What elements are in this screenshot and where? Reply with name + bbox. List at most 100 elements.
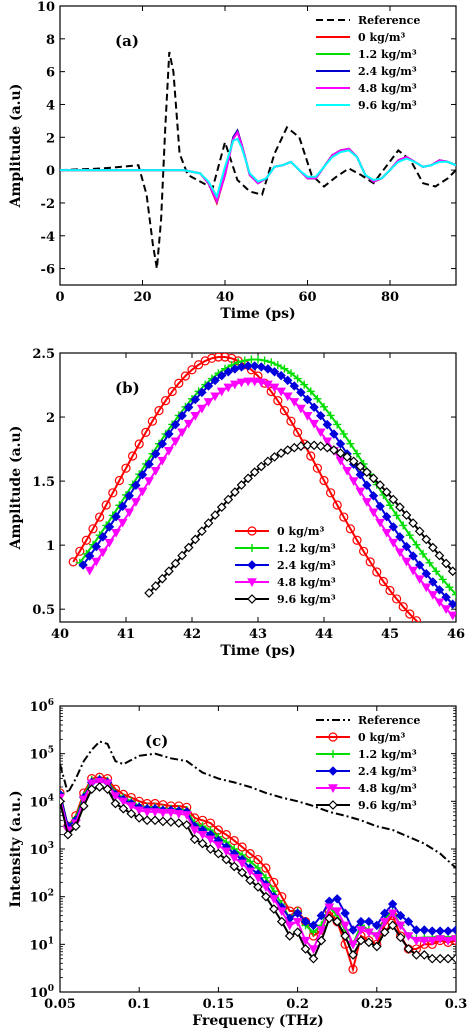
data-point (263, 456, 273, 467)
data-point (216, 370, 227, 381)
y-axis-label: Amplitude (a.u) (8, 426, 24, 551)
data-point (84, 566, 95, 576)
panel-1: 0 20 40 60 80 -6 -4 -2 0 2 4 6 8 10 Time (ps) Amplitude… (8, 0, 457, 322)
data-point (375, 501, 385, 512)
data-point (216, 502, 227, 513)
data-point (213, 841, 224, 851)
data-point (427, 936, 438, 946)
data-point (447, 566, 456, 577)
data-point (243, 473, 253, 484)
series-line (60, 130, 456, 205)
data-point (118, 803, 129, 814)
data-point (253, 873, 263, 883)
data-point (124, 491, 135, 501)
data-point (249, 377, 260, 387)
data-point (243, 377, 253, 387)
series-line (60, 51, 456, 269)
data-point (403, 932, 414, 941)
data-point (157, 456, 168, 466)
data-point (142, 815, 152, 826)
data-point (302, 440, 313, 451)
data-point (371, 941, 382, 952)
data-point (319, 475, 329, 486)
panel-label: (c) (145, 732, 168, 750)
data-point (203, 381, 214, 391)
series-line (88, 380, 454, 617)
data-point (286, 416, 296, 426)
x-tick-label: 43 (249, 627, 267, 642)
plot-area (60, 51, 456, 269)
data-point (161, 396, 171, 406)
data-point (401, 557, 412, 567)
data-point (203, 398, 214, 407)
legend-marker (247, 526, 257, 536)
data-point (282, 375, 293, 386)
data-point (180, 371, 190, 381)
x-tick-label: 20 (133, 290, 151, 305)
x-tick-label: 40 (216, 290, 234, 305)
data-point (315, 410, 326, 421)
data-point (213, 353, 223, 362)
data-point (355, 487, 366, 497)
data-point (392, 594, 402, 604)
data-point (177, 550, 187, 561)
data-point (364, 937, 374, 948)
x-tick-label: 0.05 (44, 997, 76, 1012)
data-point (150, 808, 160, 817)
panel-3: 0.05 0.1 0.15 0.2 0.25 0.3 100 101 102 103 104 105 1… (8, 698, 467, 1029)
data-point (411, 950, 422, 960)
legend-item-1-2-kg-m: 1.2 kg/m³ (316, 748, 417, 761)
data-point (84, 551, 95, 561)
data-point (268, 904, 279, 914)
data-point (309, 419, 319, 429)
x-tick-label: 46 (447, 627, 465, 642)
data-point (329, 445, 339, 455)
data-point (223, 494, 234, 505)
data-point (324, 903, 335, 913)
data-point (421, 569, 432, 579)
data-point (345, 524, 355, 534)
axes-frame (59, 5, 457, 286)
data-point (144, 459, 154, 469)
series-9-6-kg-m (144, 440, 456, 598)
data-point (104, 538, 115, 548)
legend-label: 4.8 kg/m³ (358, 782, 417, 795)
data-point (332, 500, 342, 510)
data-point (261, 891, 271, 902)
data-point (388, 522, 399, 532)
legend-marker (328, 732, 338, 742)
data-point (282, 392, 293, 402)
data-point (254, 355, 262, 364)
data-point (126, 808, 137, 819)
x-tick-label: 42 (183, 627, 201, 642)
data-point (342, 466, 352, 476)
data-point (340, 908, 350, 918)
data-point (102, 779, 113, 789)
data-point (266, 386, 276, 397)
data-point (316, 926, 327, 936)
data-point (154, 405, 164, 416)
data-point (412, 540, 421, 549)
data-point (170, 558, 181, 569)
x-tick-label: 0 (55, 290, 64, 305)
data-point (124, 508, 135, 518)
data-point (451, 925, 456, 935)
data-point (86, 784, 97, 795)
data-point (164, 429, 174, 439)
legend-label: 1.2 kg/m³ (358, 748, 417, 761)
data-point (371, 932, 382, 941)
series-4-8-kg-m (60, 777, 456, 954)
data-point (398, 602, 408, 612)
y-tick-label: 1 (46, 539, 55, 554)
data-point (403, 916, 414, 927)
data-point (375, 518, 385, 528)
data-point (441, 605, 451, 615)
y-tick-label: 0.5 (32, 603, 55, 618)
data-point (388, 538, 399, 548)
legend-marker (328, 784, 338, 794)
series-line (60, 137, 456, 200)
legend-marker (328, 800, 338, 810)
data-point (381, 511, 392, 522)
data-point (372, 567, 382, 577)
data-point (91, 557, 102, 567)
